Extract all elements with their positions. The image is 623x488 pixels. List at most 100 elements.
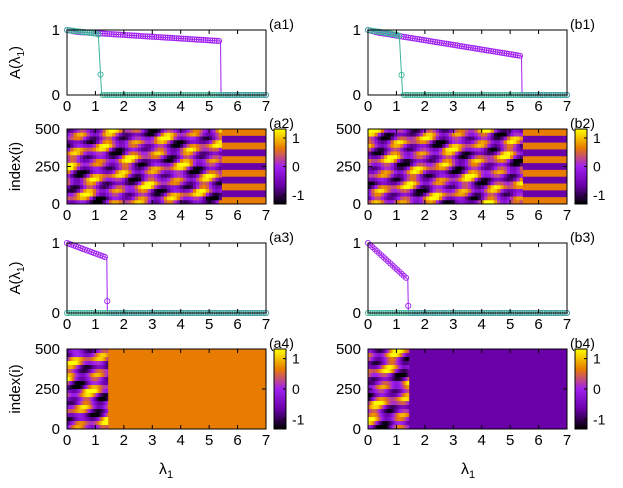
a4-heatmap-cell bbox=[96, 373, 98, 378]
a2-heatmap-cell bbox=[112, 174, 116, 179]
a2-heatmap-cell bbox=[67, 196, 71, 201]
b4-heatmap-cell bbox=[400, 397, 402, 402]
b2-heatmap-cell bbox=[461, 170, 466, 175]
b4-heatmap-cell bbox=[398, 425, 401, 430]
a2-heatmap-cell bbox=[112, 196, 116, 201]
a4-heatmap-cell bbox=[75, 409, 77, 414]
a2-heatmap-cell bbox=[163, 192, 168, 197]
a4-heatmap-cell bbox=[105, 361, 108, 366]
a2-heatmap-cell bbox=[83, 162, 87, 167]
a4-heatmap-cell bbox=[85, 421, 87, 426]
a2-heatmap-cell bbox=[70, 177, 74, 182]
b2-heatmap-cell bbox=[474, 185, 479, 190]
b2-heatmap-cell bbox=[497, 147, 501, 152]
b2-heatmap-cell bbox=[474, 159, 479, 164]
a2-heatmap-cell bbox=[179, 185, 184, 190]
a4-heatmap-cell bbox=[69, 385, 71, 390]
a4-heatmap-cell bbox=[73, 377, 76, 382]
a2-heatmap-cell bbox=[73, 144, 78, 149]
a4-heatmap-cell bbox=[85, 373, 88, 378]
a2-heatmap-cell bbox=[115, 174, 120, 179]
b4-heatmap-cell bbox=[400, 413, 402, 418]
a4-heatmap-cell bbox=[98, 405, 101, 410]
a4-heatmap-cell bbox=[81, 393, 83, 398]
b4-heatmap-cell bbox=[387, 421, 390, 426]
a4-heatmap-cell bbox=[73, 397, 76, 402]
a2-heatmap-cell bbox=[76, 177, 81, 182]
b4-heatmap-cell bbox=[368, 385, 371, 390]
a4-heatmap-cell bbox=[85, 413, 87, 418]
a4-heatmap-cell bbox=[97, 393, 99, 398]
b2-heatmap-cell bbox=[419, 192, 424, 197]
b2-heatmap-cell bbox=[374, 140, 379, 145]
b1-series-0-point bbox=[512, 51, 519, 59]
b4-heatmap-cell bbox=[386, 397, 389, 402]
a2-heatmap-cell bbox=[67, 185, 71, 190]
a1-xtick-label: 2 bbox=[120, 98, 128, 115]
b4-heatmap-cell bbox=[386, 373, 389, 378]
a4-heatmap-cell bbox=[67, 373, 69, 378]
a2-heatmap-cell bbox=[215, 170, 220, 175]
b2-heatmap-cell bbox=[480, 181, 485, 186]
b4-heatmap-cell bbox=[404, 365, 407, 370]
a4-heatmap-cell bbox=[83, 397, 85, 402]
a4-heatmap-cell bbox=[90, 421, 92, 426]
a1-series-0-point bbox=[153, 33, 160, 41]
b2-heatmap-cell bbox=[461, 140, 466, 145]
b2-heatmap-cell bbox=[432, 170, 437, 175]
b2-heatmap-cell bbox=[445, 159, 450, 164]
a2-stripe bbox=[221, 149, 266, 157]
a4-heatmap-cell bbox=[78, 373, 80, 378]
a1-series-0-point bbox=[204, 37, 211, 44]
b2-heatmap-cell bbox=[416, 192, 421, 197]
b4-heatmap-cell bbox=[374, 389, 376, 394]
b4-heatmap-cell bbox=[382, 405, 384, 410]
b4-heatmap-cell bbox=[391, 365, 393, 370]
a2-heatmap-cell bbox=[199, 189, 204, 194]
b2-heatmap-cell bbox=[451, 196, 456, 201]
b4-heatmap-cell bbox=[408, 389, 410, 394]
a4-heatmap-cell bbox=[95, 373, 97, 378]
a2-heatmap-cell bbox=[179, 151, 184, 156]
b4-heatmap-cell bbox=[406, 397, 409, 402]
a4-heatmap-cell bbox=[101, 409, 103, 414]
b1-series-0-point bbox=[467, 44, 474, 51]
b4-heatmap-cell bbox=[377, 369, 379, 374]
a2-heatmap-cell bbox=[134, 136, 139, 141]
a2-heatmap-cell bbox=[170, 189, 175, 194]
a2-heatmap-cell bbox=[70, 147, 74, 152]
a4-heatmap-cell bbox=[67, 425, 69, 430]
b4-heatmap-cell bbox=[385, 353, 387, 358]
a4-heatmap-cell bbox=[106, 401, 108, 406]
a4-heatmap-cell bbox=[97, 417, 99, 422]
a4-heatmap-cell bbox=[77, 393, 79, 398]
a2-heatmap-cell bbox=[189, 196, 194, 201]
b4-heatmap-cell bbox=[396, 369, 398, 374]
b2-heatmap-cell bbox=[455, 170, 459, 175]
b4-heatmap-cell bbox=[382, 409, 384, 414]
a2-heatmap-cell bbox=[186, 177, 191, 182]
a4-heatmap-cell bbox=[97, 361, 100, 366]
b4-heatmap-cell bbox=[384, 393, 386, 398]
b4-heatmap-cell bbox=[390, 405, 392, 410]
b4-heatmap-cell bbox=[389, 365, 391, 370]
a4-ytick-label: 250 bbox=[35, 381, 60, 398]
a4-heatmap-cells bbox=[67, 349, 109, 430]
a2-heatmap-cell bbox=[96, 189, 100, 194]
a4-heatmap-cell bbox=[90, 405, 92, 410]
a4-heatmap-cell bbox=[82, 357, 84, 362]
a2-heatmap-cell bbox=[125, 129, 129, 134]
b4-heatmap-cell bbox=[378, 393, 380, 398]
b4-heatmap-cell bbox=[380, 377, 383, 382]
a4-heatmap-cell bbox=[83, 373, 85, 378]
b4-heatmap-cell bbox=[407, 357, 409, 362]
a2-heatmap-cell bbox=[215, 181, 220, 186]
a2-heatmap-cell bbox=[179, 177, 184, 182]
a4-heatmap-cell bbox=[104, 425, 107, 430]
a4-heatmap-cell bbox=[73, 381, 76, 386]
a4-xtick-label: 1 bbox=[91, 432, 99, 449]
b2-heatmap-cell bbox=[471, 147, 476, 152]
b4-heatmap-cell bbox=[383, 353, 385, 358]
b2-heatmap-cell bbox=[442, 200, 446, 205]
